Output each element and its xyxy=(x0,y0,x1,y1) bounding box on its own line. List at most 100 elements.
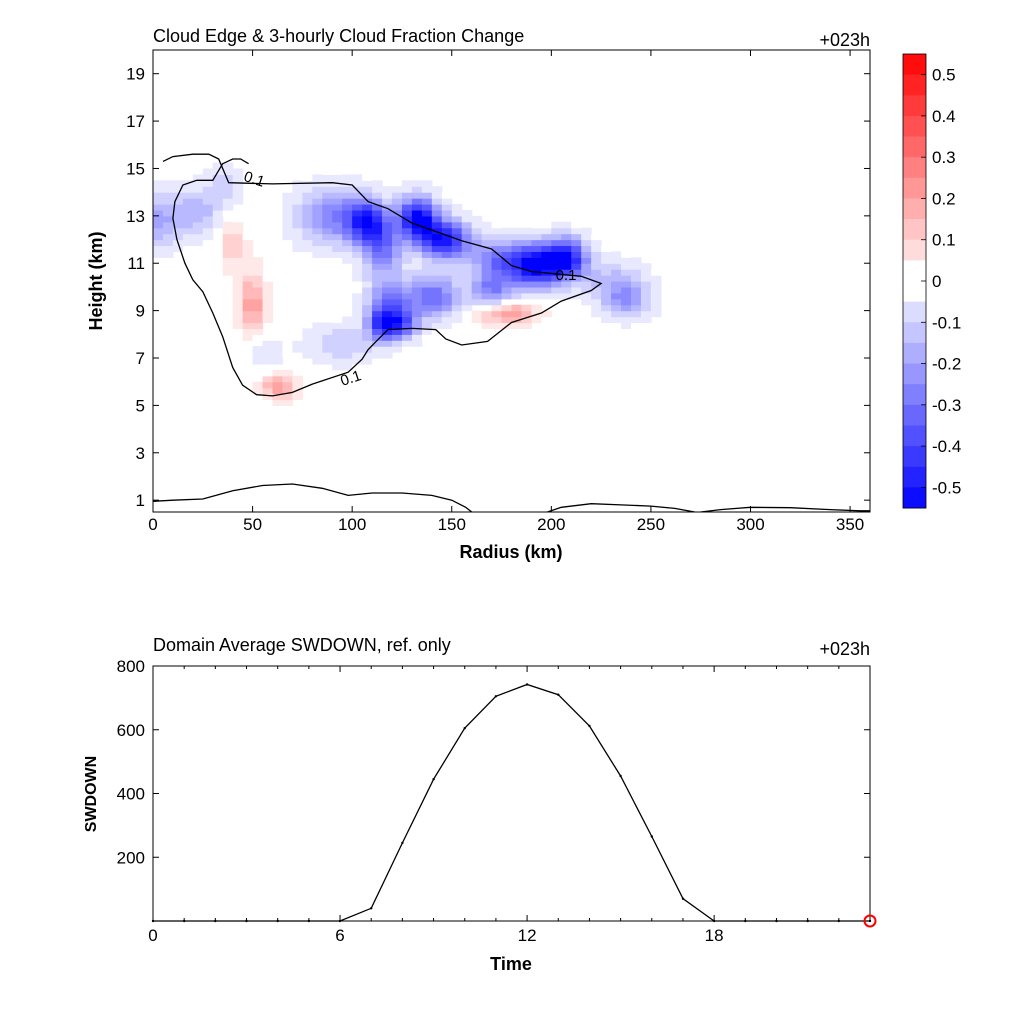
heat-cell xyxy=(531,245,542,252)
heat-cell xyxy=(411,263,423,270)
x-tick-label: 350 xyxy=(836,515,864,534)
y-tick-label: 200 xyxy=(117,848,145,867)
heat-cell xyxy=(431,286,443,294)
heat-cell xyxy=(591,233,602,241)
heat-cell xyxy=(372,328,383,335)
heat-cell xyxy=(611,257,622,264)
heat-cell xyxy=(411,286,423,294)
heat-cell xyxy=(222,257,234,264)
swdown-point xyxy=(307,919,311,923)
heat-cell xyxy=(441,233,453,241)
heatmap-y-label: Height (km) xyxy=(86,231,106,330)
heat-cell xyxy=(411,186,423,193)
heat-cell xyxy=(461,269,473,276)
heat-cell xyxy=(232,269,244,276)
heat-cell xyxy=(411,192,423,199)
heat-cell xyxy=(252,281,264,288)
heat-cell xyxy=(242,316,254,324)
heat-cell xyxy=(372,346,383,353)
swdown-point xyxy=(401,841,404,845)
heat-cell xyxy=(392,298,403,306)
swdown-point xyxy=(463,727,466,730)
heat-cell xyxy=(372,180,383,187)
heat-cell xyxy=(421,334,433,341)
heat-cell xyxy=(401,286,413,294)
heat-cell xyxy=(232,245,244,252)
heat-cell xyxy=(352,292,363,300)
heat-cell xyxy=(153,221,164,229)
heat-cell xyxy=(302,239,313,247)
heat-cell xyxy=(362,304,373,312)
heat-cell xyxy=(501,316,513,324)
heat-cell xyxy=(392,198,403,205)
heat-cell xyxy=(401,180,413,187)
y-tick-label: 7 xyxy=(136,349,145,368)
heat-cell xyxy=(382,304,393,312)
heat-cell xyxy=(362,328,373,335)
heat-cell xyxy=(471,221,483,229)
heat-cell xyxy=(541,281,552,288)
heat-cell xyxy=(601,281,612,288)
heat-cell xyxy=(372,292,383,300)
heat-cell xyxy=(202,204,214,211)
heat-cell xyxy=(392,281,403,288)
heat-cell xyxy=(352,269,363,276)
heat-cell xyxy=(481,263,493,270)
heat-cell xyxy=(222,180,234,187)
heat-cell xyxy=(491,239,503,247)
heat-cell xyxy=(232,233,244,241)
heat-cell xyxy=(511,227,523,235)
heat-cell xyxy=(451,322,463,329)
heat-cell xyxy=(362,316,373,324)
swdown-point xyxy=(744,919,747,923)
heat-cell xyxy=(262,310,274,318)
heat-cell xyxy=(382,346,393,353)
heat-cell xyxy=(352,322,363,329)
heat-cell xyxy=(382,322,393,329)
heat-cell xyxy=(162,192,174,199)
heat-cell xyxy=(153,192,164,199)
heat-cell xyxy=(192,233,204,241)
heat-cell xyxy=(362,358,373,365)
colorbar-tick-label: -0.2 xyxy=(932,355,961,374)
heat-cell xyxy=(322,180,333,187)
heat-cell xyxy=(312,322,323,329)
heat-cell xyxy=(421,263,433,270)
heat-cell xyxy=(421,328,433,335)
heat-cell xyxy=(441,198,453,205)
heat-cell xyxy=(272,381,284,389)
heat-cell xyxy=(461,227,473,235)
swdown-point xyxy=(588,724,591,728)
colorbar-tick-labels: 0.5 0.4 0.3 0.2 0.1 0 -0.1 -0.2 -0.3 -0.4 -0.5 xyxy=(921,66,961,497)
heat-cell xyxy=(192,192,204,199)
heat-cell xyxy=(601,269,612,276)
heat-cell xyxy=(650,275,662,282)
heat-cell xyxy=(322,358,333,365)
heat-cell xyxy=(232,221,244,229)
heat-cell xyxy=(302,215,313,223)
y-tick-label: 13 xyxy=(126,207,145,226)
heat-cell xyxy=(242,281,254,288)
heat-cell xyxy=(531,239,542,247)
heat-cell xyxy=(521,322,533,329)
heat-cell xyxy=(491,257,503,264)
heat-cell xyxy=(242,298,254,306)
heat-cell xyxy=(272,221,284,229)
heat-cell xyxy=(352,310,363,318)
heat-cell xyxy=(511,233,523,241)
heat-cell xyxy=(451,239,463,247)
heat-cell xyxy=(461,281,473,288)
heat-cell xyxy=(421,227,433,235)
heat-cell xyxy=(262,316,274,324)
heat-cell xyxy=(411,215,423,223)
heat-cell xyxy=(441,292,453,300)
heat-cell xyxy=(372,263,383,270)
heat-cell xyxy=(411,239,423,247)
heat-cell xyxy=(591,245,602,252)
colorbar-swatch xyxy=(903,54,926,76)
heat-cell xyxy=(511,286,523,294)
heat-cell xyxy=(212,209,224,217)
heat-cell xyxy=(581,304,592,312)
heat-cell xyxy=(611,298,622,306)
heat-cell xyxy=(392,215,403,223)
